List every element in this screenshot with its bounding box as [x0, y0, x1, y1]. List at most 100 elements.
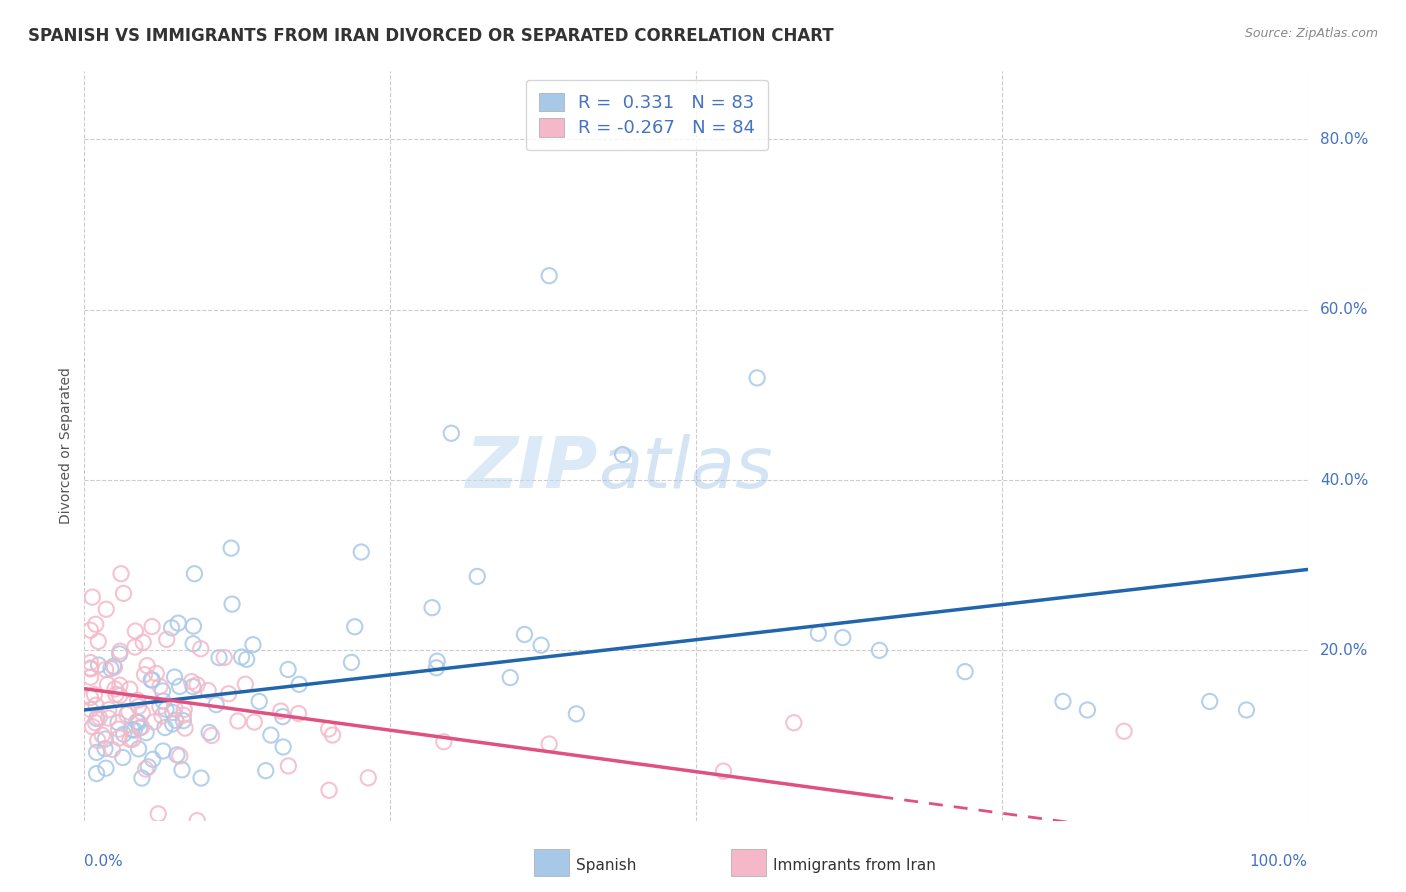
Point — [83, 688, 105, 702]
Point — [142, 752, 165, 766]
Point — [165, 713, 187, 727]
Text: 60.0%: 60.0% — [1320, 302, 1368, 318]
Point — [953, 665, 976, 679]
Point — [197, 683, 219, 698]
Point — [235, 677, 257, 691]
Point — [136, 760, 159, 774]
Point — [205, 698, 228, 712]
Point — [128, 715, 150, 730]
Point — [108, 678, 131, 692]
Point — [1198, 694, 1220, 708]
Point — [538, 737, 561, 751]
Point — [190, 771, 212, 785]
Point — [1114, 724, 1136, 739]
Point — [143, 714, 166, 729]
Point — [831, 631, 853, 645]
Point — [183, 566, 205, 581]
Point — [152, 694, 174, 708]
Point — [96, 602, 118, 616]
Point — [221, 597, 243, 611]
Point — [79, 670, 101, 684]
Point — [107, 723, 129, 737]
Point — [783, 715, 806, 730]
Point — [231, 650, 253, 665]
Point — [1076, 703, 1098, 717]
Point — [247, 694, 270, 708]
Point — [160, 621, 183, 635]
Point — [86, 766, 108, 780]
Point — [440, 426, 463, 441]
Point — [260, 728, 283, 742]
Point — [186, 814, 208, 828]
Point — [172, 708, 194, 723]
Text: Spanish: Spanish — [576, 858, 637, 872]
Point — [173, 702, 195, 716]
Point — [713, 764, 735, 779]
Point — [212, 650, 235, 665]
FancyBboxPatch shape — [731, 849, 766, 876]
Point — [288, 677, 311, 691]
Point — [118, 682, 141, 697]
Point — [807, 626, 830, 640]
Text: SPANISH VS IMMIGRANTS FROM IRAN DIVORCED OR SEPARATED CORRELATION CHART: SPANISH VS IMMIGRANTS FROM IRAN DIVORCED… — [28, 27, 834, 45]
Point — [136, 658, 159, 673]
Point — [180, 674, 202, 689]
Point — [101, 742, 124, 756]
Point — [499, 671, 522, 685]
Point — [125, 714, 148, 729]
Point — [132, 635, 155, 649]
Text: ZIP: ZIP — [465, 434, 598, 503]
Point — [79, 656, 101, 670]
Point — [166, 747, 188, 762]
Point — [612, 448, 634, 462]
Point — [84, 698, 107, 713]
Point — [747, 371, 769, 385]
Point — [148, 806, 170, 821]
Point — [86, 746, 108, 760]
Point — [565, 706, 588, 721]
Point — [242, 638, 264, 652]
Text: 100.0%: 100.0% — [1250, 854, 1308, 869]
Point — [124, 640, 146, 654]
Point — [277, 663, 299, 677]
Point — [200, 729, 222, 743]
Point — [277, 759, 299, 773]
Point — [141, 619, 163, 633]
Point — [318, 783, 340, 797]
Point — [87, 658, 110, 673]
Point — [97, 703, 120, 717]
Point — [122, 723, 145, 737]
Point — [135, 725, 157, 739]
Text: Source: ZipAtlas.com: Source: ZipAtlas.com — [1244, 27, 1378, 40]
Point — [131, 771, 153, 785]
Point — [82, 590, 104, 604]
Point — [87, 634, 110, 648]
Point — [121, 723, 143, 737]
Point — [170, 763, 193, 777]
Point — [152, 744, 174, 758]
Point — [465, 569, 488, 583]
Point — [357, 771, 380, 785]
Point — [271, 709, 294, 723]
Point — [163, 670, 186, 684]
Point — [218, 687, 240, 701]
Point — [163, 701, 186, 715]
Point — [86, 712, 108, 726]
Point — [538, 268, 561, 283]
Text: 80.0%: 80.0% — [1320, 132, 1368, 147]
Point — [110, 566, 132, 581]
Point — [108, 647, 131, 661]
Legend: R =  0.331   N = 83, R = -0.267   N = 84: R = 0.331 N = 83, R = -0.267 N = 84 — [526, 79, 768, 151]
Point — [141, 673, 163, 687]
Point — [112, 586, 135, 600]
Point — [183, 619, 205, 633]
Point — [145, 666, 167, 681]
Point — [186, 678, 208, 692]
Point — [167, 616, 190, 631]
Point — [108, 731, 131, 745]
Text: Immigrants from Iran: Immigrants from Iran — [773, 858, 936, 872]
Point — [91, 728, 114, 742]
Text: 40.0%: 40.0% — [1320, 473, 1368, 488]
Point — [530, 638, 553, 652]
Point — [108, 644, 131, 658]
